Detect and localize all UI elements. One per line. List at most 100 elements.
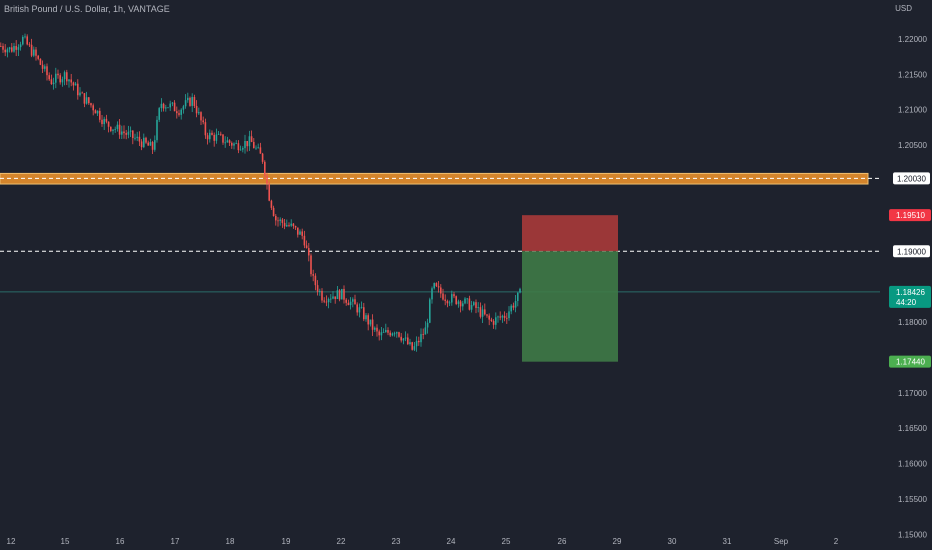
- candle-body: [488, 315, 490, 320]
- y-tick-label: 1.21500: [898, 70, 927, 79]
- candle-body: [444, 299, 446, 301]
- candle-body: [413, 346, 416, 350]
- candle-body: [154, 140, 156, 150]
- candle-body: [206, 135, 209, 140]
- candle-body: [259, 147, 262, 154]
- candle-body: [404, 337, 407, 339]
- candle-body: [147, 142, 149, 146]
- candle-body: [420, 334, 422, 343]
- candle-body: [314, 275, 317, 286]
- candle-body: [514, 301, 517, 308]
- candle-body: [79, 92, 81, 96]
- candle-body: [462, 303, 464, 307]
- y-tick-label: 1.22000: [898, 35, 927, 44]
- candle-body: [228, 140, 231, 143]
- candle-body: [173, 102, 176, 112]
- candle-body: [325, 301, 328, 303]
- candle-body: [0, 46, 2, 47]
- candle-body: [189, 97, 191, 106]
- candle-body: [136, 136, 138, 138]
- candle-body: [387, 330, 389, 333]
- candle-body: [409, 342, 411, 345]
- x-tick-label: 12: [7, 537, 16, 546]
- candle-body: [55, 73, 57, 83]
- symbol-title: British Pound / U.S. Dollar, 1h, VANTAGE: [4, 4, 170, 14]
- candle-body: [272, 207, 275, 217]
- candle-body: [180, 109, 182, 115]
- candle-body: [200, 112, 202, 121]
- candle-body: [495, 317, 497, 325]
- candle-body: [22, 36, 24, 45]
- take-profit-zone[interactable]: [522, 251, 618, 362]
- candle-body: [308, 248, 310, 256]
- candle-body: [464, 298, 466, 304]
- candle-body: [299, 231, 301, 235]
- candle-body: [297, 227, 299, 235]
- candle-body: [151, 142, 154, 150]
- candle-body: [407, 337, 409, 345]
- candle-body: [365, 315, 367, 320]
- candle-body: [11, 47, 13, 52]
- candle-body: [352, 299, 354, 302]
- candle-body: [19, 44, 22, 48]
- candle-body: [477, 307, 479, 308]
- stop-loss-zone[interactable]: [522, 215, 618, 252]
- x-tick-label: Sep: [774, 537, 789, 546]
- candle-body: [380, 332, 383, 336]
- candle-body: [101, 119, 103, 125]
- candle-body: [138, 136, 141, 142]
- candle-body: [28, 44, 31, 46]
- candle-body: [37, 55, 39, 59]
- candle-body: [358, 307, 361, 313]
- candle-body: [103, 118, 105, 125]
- candle-body: [435, 283, 438, 287]
- candle-body: [255, 147, 257, 149]
- candle-body: [92, 105, 94, 111]
- x-tick-label: 19: [282, 537, 291, 546]
- x-tick-label: 15: [61, 537, 70, 546]
- x-tick-label: 29: [613, 537, 622, 546]
- price-axis-badge: [889, 355, 931, 368]
- candle-body: [517, 292, 519, 302]
- y-tick-label: 1.21000: [898, 106, 927, 115]
- price-axis-badge: [889, 209, 931, 222]
- candle-body: [433, 283, 435, 289]
- candle-body: [277, 220, 279, 222]
- candle-body: [110, 126, 112, 131]
- price-axis-badge-label: 1.19510: [896, 211, 925, 220]
- y-tick-label: 1.16500: [898, 424, 927, 433]
- candle-body: [519, 288, 521, 293]
- candle-body: [233, 143, 235, 146]
- candle-body: [209, 132, 211, 140]
- candle-body: [217, 133, 220, 135]
- candle-body: [349, 301, 352, 306]
- candle-body: [99, 110, 101, 120]
- candle-body: [486, 314, 488, 316]
- candle-body: [453, 294, 455, 297]
- candle-body: [134, 137, 136, 139]
- candle-body: [446, 300, 449, 304]
- candle-body: [224, 142, 226, 144]
- candle-body: [68, 79, 70, 82]
- price-axis-label-box: [893, 245, 930, 258]
- price-axis-label: 1.19000: [897, 247, 926, 256]
- candle-body: [35, 49, 37, 56]
- price-axis-label-box: [893, 172, 930, 185]
- candle-body: [316, 285, 319, 292]
- candle-body: [52, 82, 55, 85]
- y-tick-label: 1.20500: [898, 141, 927, 150]
- candle-body: [88, 97, 90, 104]
- candle-body: [83, 93, 86, 104]
- candle-body: [145, 137, 147, 143]
- candle-body: [90, 103, 92, 106]
- candle-body: [246, 140, 248, 147]
- candle-body: [385, 330, 387, 333]
- candle-body: [182, 106, 185, 110]
- candle-body: [176, 111, 178, 114]
- y-tick-label: 1.17000: [898, 389, 927, 398]
- candle-body: [330, 298, 332, 300]
- candle-body: [178, 113, 180, 115]
- candle-body: [17, 47, 20, 50]
- candle-body: [363, 307, 365, 320]
